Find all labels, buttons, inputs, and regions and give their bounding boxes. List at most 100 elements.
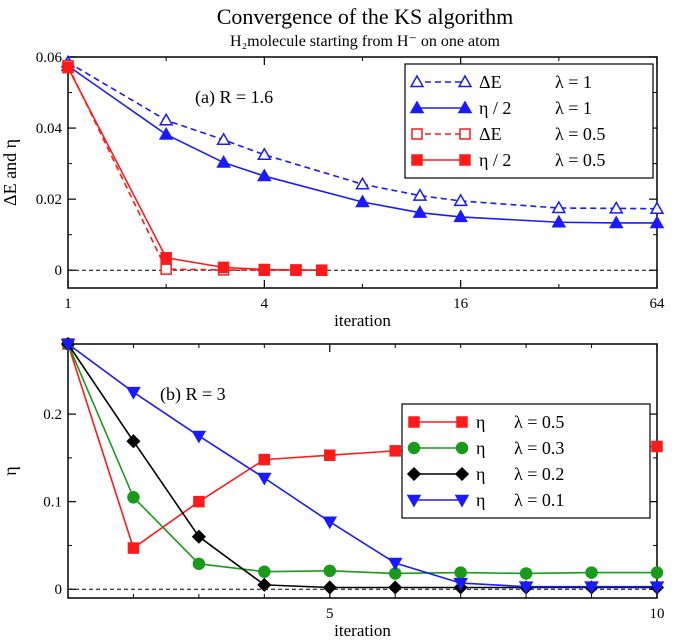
legend-marker (408, 416, 420, 428)
legend-marker (454, 466, 470, 482)
series-3 (62, 61, 328, 276)
y-tick-label: 0.2 (43, 407, 62, 423)
legend-box (401, 403, 651, 519)
data-point (324, 449, 336, 461)
y-tick-label: 0.1 (43, 495, 62, 511)
data-point (551, 200, 567, 214)
legend-lambda-label: λ = 1 (555, 72, 592, 92)
data-point (355, 194, 370, 208)
series-0 (62, 338, 663, 554)
y-axis-label: ΔE and η (0, 139, 20, 206)
data-point (258, 565, 271, 578)
series-1 (60, 58, 665, 229)
series-line (67, 65, 657, 224)
data-point (126, 434, 141, 449)
legend-marker (411, 128, 423, 140)
data-point (388, 580, 403, 595)
data-point (126, 386, 141, 400)
series-line (67, 61, 658, 210)
data-point (257, 168, 272, 182)
x-tick-label: 5 (326, 606, 334, 622)
data-point (316, 264, 328, 276)
y-tick-label: 0.06 (36, 50, 63, 66)
data-point (518, 581, 534, 595)
series-3 (60, 338, 665, 595)
legend-marker (457, 74, 473, 88)
data-point (127, 542, 140, 554)
legend-marker (454, 494, 470, 508)
data-point (160, 263, 172, 275)
data-point (651, 440, 663, 453)
data-point (290, 264, 302, 276)
data-point (649, 215, 665, 229)
y-axis-label: η (0, 466, 20, 475)
x-tick-label: 64 (650, 296, 666, 312)
legend-marker (411, 154, 423, 166)
legend-box (404, 63, 654, 179)
legend-marker (457, 100, 473, 114)
data-point (387, 557, 403, 571)
legend-series-name: η (476, 464, 485, 484)
legend-lambda-label: λ = 0.1 (514, 490, 564, 510)
y-tick-label: 0.02 (36, 192, 62, 208)
data-point (650, 566, 664, 579)
legend-series-name: η / 2 (479, 150, 511, 170)
data-point (191, 430, 207, 444)
data-point (355, 176, 370, 190)
data-point (322, 580, 337, 595)
x-axis-label: iteration (334, 311, 391, 330)
legend-marker (409, 74, 425, 88)
legend-series-name: η (476, 412, 485, 432)
data-point (158, 112, 174, 126)
data-point (257, 577, 272, 592)
data-point (127, 491, 140, 504)
data-point (257, 147, 272, 160)
legend-marker (406, 494, 422, 508)
legend-series-name: η (476, 438, 485, 458)
series-line (67, 343, 657, 575)
panel-b-chart: 0 0.1 0.2 5 10 iteration η (b) R = 3 η λ = 0.5 η λ … (0, 336, 665, 640)
data-point (216, 132, 231, 146)
data-point (585, 566, 598, 579)
series-0 (60, 54, 665, 214)
legend-marker (455, 441, 469, 455)
legend-marker (456, 416, 468, 428)
data-point (584, 581, 599, 595)
legend-lambda-label: λ = 0.3 (514, 438, 564, 458)
legend-lambda-label: λ = 0.5 (555, 124, 605, 144)
legend-marker (406, 466, 422, 482)
data-point (193, 495, 205, 508)
panel-label: (b) R = 3 (160, 384, 226, 405)
data-point (551, 214, 567, 228)
data-point (453, 209, 468, 223)
legend-marker (407, 441, 421, 455)
data-point (323, 564, 337, 578)
data-point (217, 261, 230, 274)
data-point (322, 516, 338, 530)
legend-marker (459, 128, 471, 140)
data-point (412, 205, 428, 218)
x-tick-label: 4 (261, 296, 269, 312)
figure-title: Convergence of the KS algorithm (217, 4, 514, 29)
data-point (389, 445, 401, 457)
y-tick-label: 0 (55, 582, 63, 598)
data-point (60, 338, 76, 352)
data-point (649, 201, 665, 214)
x-tick-label: 1 (64, 296, 72, 312)
legend-lambda-label: λ = 0.5 (555, 150, 605, 170)
series-line (67, 343, 657, 588)
data-point (158, 126, 174, 140)
legend: ΔE λ = 1 η / 2 λ = 1 ΔE λ = 0.5 η / 2 λ = 0.5 (404, 63, 654, 179)
x-tick-label: 10 (650, 606, 665, 622)
y-tick-label: 0 (55, 263, 63, 279)
data-point (519, 567, 533, 580)
data-point (412, 188, 428, 201)
data-point (62, 61, 74, 74)
data-point (192, 557, 206, 571)
legend-marker (459, 154, 471, 166)
y-tick-label: 0.04 (36, 121, 63, 137)
x-axis-label: iteration (334, 621, 391, 640)
data-point (454, 566, 467, 579)
figure-subtitle: H₂molecule starting from H⁻ on one atom (230, 33, 501, 50)
